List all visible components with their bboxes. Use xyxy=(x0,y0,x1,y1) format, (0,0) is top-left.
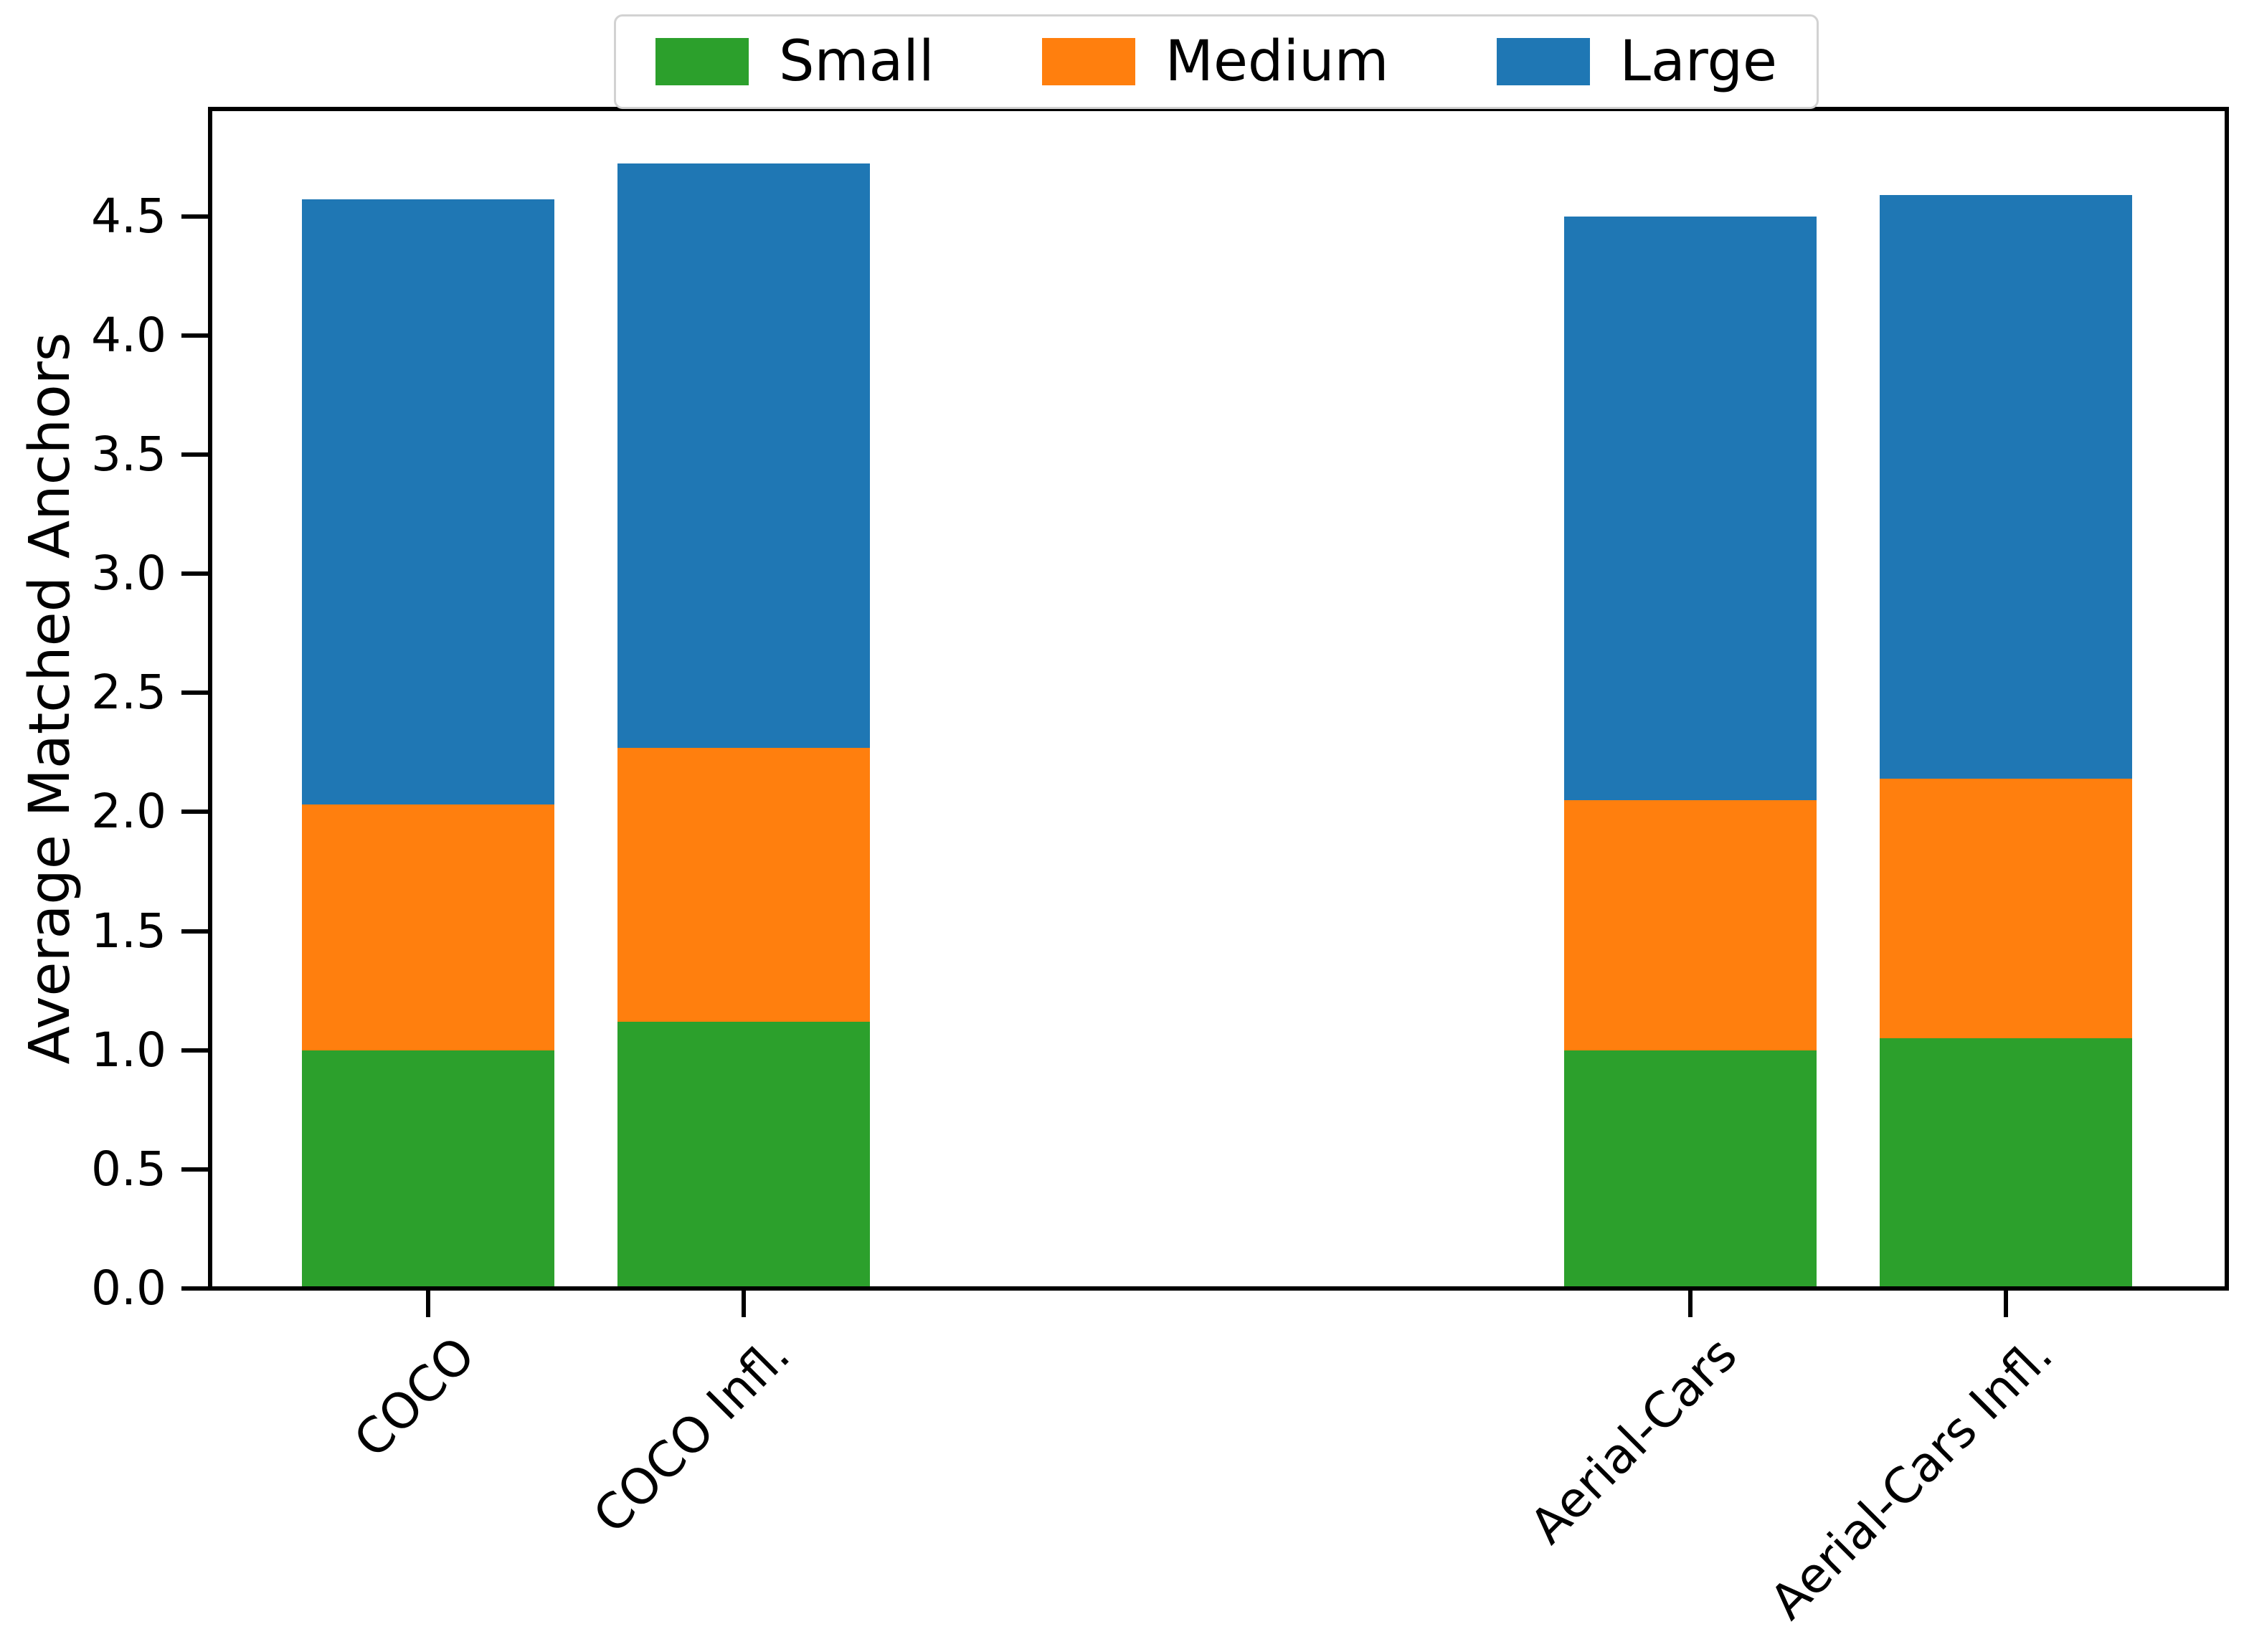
y-tick-label: 4.5 xyxy=(91,188,166,244)
bar-aerial-cars-infl-large xyxy=(1879,194,2132,779)
bar-coco-large xyxy=(301,199,554,805)
legend: Small Medium Large xyxy=(614,14,1819,109)
y-tick-mark xyxy=(181,214,208,219)
y-tick-mark xyxy=(181,571,208,576)
y-tick-mark xyxy=(181,810,208,815)
bar-coco-medium xyxy=(301,804,554,1050)
y-tick-mark xyxy=(181,1048,208,1053)
y-tick-label: 2.5 xyxy=(91,665,166,721)
legend-item-medium: Medium xyxy=(1041,29,1389,94)
bar-aerial-cars-small xyxy=(1563,1050,1817,1288)
x-tick-mark xyxy=(425,1291,430,1317)
y-tick-mark xyxy=(181,452,208,457)
legend-label-large: Large xyxy=(1619,29,1777,94)
y-tick-label: 0.5 xyxy=(91,1141,166,1197)
y-tick-mark xyxy=(181,1286,208,1291)
small-series-swatch-icon xyxy=(655,38,749,85)
bar-aerial-cars-infl-small xyxy=(1879,1038,2132,1288)
y-tick-label: 3.0 xyxy=(91,546,166,601)
y-tick-mark xyxy=(181,690,208,696)
y-tick-label: 3.5 xyxy=(91,426,166,482)
large-series-swatch-icon xyxy=(1496,38,1590,85)
y-tick-label: 4.0 xyxy=(91,307,166,363)
legend-label-medium: Medium xyxy=(1165,29,1389,94)
y-tick-label: 0.0 xyxy=(91,1261,166,1316)
y-tick-label: 1.5 xyxy=(91,903,166,959)
bar-aerial-cars-medium xyxy=(1563,799,1817,1050)
y-tick-mark xyxy=(181,1167,208,1172)
x-tick-label-coco-infl: COCO Infl. xyxy=(583,1326,802,1545)
bar-aerial-cars-infl-medium xyxy=(1879,778,2132,1038)
y-tick-label: 2.0 xyxy=(91,784,166,840)
legend-label-small: Small xyxy=(779,29,934,94)
y-tick-label: 1.0 xyxy=(91,1022,166,1078)
x-tick-label-coco: COCO xyxy=(343,1326,486,1469)
y-tick-mark xyxy=(181,929,208,934)
legend-item-small: Small xyxy=(655,29,934,94)
bar-coco-infl-small xyxy=(617,1021,870,1288)
x-tick-label-aerial-cars: Aerial-Cars xyxy=(1520,1326,1748,1555)
x-tick-label-aerial-cars-infl: Aerial-Cars Infl. xyxy=(1759,1326,2064,1631)
bar-coco-infl-medium xyxy=(617,747,870,1022)
medium-series-swatch-icon xyxy=(1041,38,1135,85)
bar-coco-small xyxy=(301,1050,554,1288)
bar-aerial-cars-large xyxy=(1563,216,1817,800)
bar-coco-infl-large xyxy=(617,163,870,748)
x-tick-mark xyxy=(741,1291,746,1317)
y-tick-mark xyxy=(181,333,208,338)
legend-item-large: Large xyxy=(1496,29,1777,94)
x-tick-mark xyxy=(1687,1291,1693,1317)
x-tick-mark xyxy=(2004,1291,2008,1317)
